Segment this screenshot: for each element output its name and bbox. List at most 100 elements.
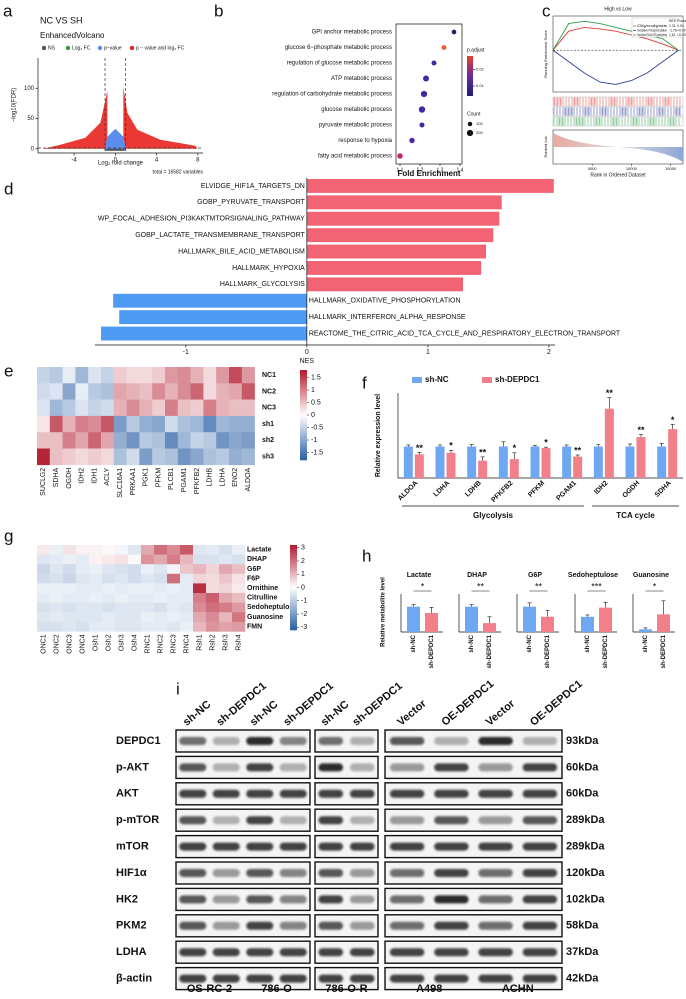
column-label: ALDOA xyxy=(245,467,252,491)
heatmap-cell xyxy=(141,573,155,584)
colorbar-step xyxy=(290,566,297,569)
dot xyxy=(397,153,403,159)
row-label: sh2 xyxy=(262,437,274,444)
blot-band xyxy=(246,737,274,745)
heatmap-cell xyxy=(128,593,142,603)
heatmap-cell xyxy=(193,602,207,613)
colorbar-tick-label: -3 xyxy=(301,624,307,631)
heatmap-cell xyxy=(152,399,166,417)
size-legend-label: 200 xyxy=(476,130,483,135)
x-tick-label: 1.2 xyxy=(417,167,424,173)
blot-frame xyxy=(175,940,311,964)
heatmap-cell xyxy=(177,367,191,384)
plot-frame xyxy=(552,15,684,93)
x-tick-label: 10000 xyxy=(626,166,638,171)
blot-band xyxy=(179,921,207,930)
blot-band xyxy=(478,948,513,957)
dot xyxy=(418,106,426,113)
heatmap-cell xyxy=(232,564,246,575)
blot-band xyxy=(279,842,307,851)
legend-label: sh-DEPDC1 xyxy=(495,375,540,384)
heatmap-cell xyxy=(62,383,76,400)
column-label: Osh1 xyxy=(92,634,99,651)
protein-label: HIF1α xyxy=(116,867,147,879)
colorbar-step xyxy=(300,370,307,373)
bar-label: GOBP_LACTATE_TRANSMEMBRANE_TRANSPORT xyxy=(135,232,305,239)
heatmap-cell xyxy=(203,432,217,449)
x-tick-label: 1 xyxy=(426,349,430,356)
bar xyxy=(657,446,667,478)
heatmap-cell xyxy=(37,432,51,449)
bar xyxy=(113,293,307,308)
colorbar-step xyxy=(300,437,307,441)
heatmap-cell xyxy=(241,415,255,433)
heatmap-cell xyxy=(49,448,63,466)
row-label: NC1 xyxy=(262,372,276,379)
heatmap-cell xyxy=(62,399,76,417)
legend-pvalue: <0.001 xyxy=(677,28,686,32)
bar xyxy=(306,195,502,210)
x-tick-label: sh-DEPDC1 xyxy=(429,634,435,668)
colorbar-step xyxy=(290,627,297,631)
heatmap-cell xyxy=(76,602,90,613)
blot-band xyxy=(434,895,469,904)
bar xyxy=(599,607,612,632)
heatmap-cell xyxy=(37,448,51,466)
colorbar-step xyxy=(300,406,307,409)
blot-band xyxy=(212,869,240,877)
group-label: TCA cycle xyxy=(616,511,655,520)
bar-label: HALLMARK_GLYCOLYSIS xyxy=(220,281,305,288)
heatmap-cell xyxy=(177,383,191,400)
blot-band xyxy=(246,869,274,877)
colorbar-step xyxy=(300,379,307,382)
blot-band xyxy=(212,921,240,930)
heatmap-cell xyxy=(177,448,191,466)
blot-band xyxy=(179,816,207,825)
heatmap-cell xyxy=(62,448,76,466)
heatmap-cell xyxy=(229,399,243,417)
heatmap-cell xyxy=(167,545,181,555)
hit-barcode xyxy=(553,107,681,116)
heatmap-cell xyxy=(63,602,77,613)
column-label: Rsh2 xyxy=(209,634,216,650)
blot-band xyxy=(478,816,513,825)
heatmap-cell xyxy=(101,399,115,417)
size-label: 120kDa xyxy=(566,867,605,879)
cell-line-label: ACHN xyxy=(502,983,534,995)
subplot-title: DHAP xyxy=(467,572,487,579)
blot-band xyxy=(279,737,307,745)
column-label: Rsh4 xyxy=(235,634,242,650)
colorbar-step xyxy=(290,617,297,620)
column-label: PFKFB2 xyxy=(194,468,201,495)
heatmap-cell xyxy=(63,593,77,603)
colorbar-step xyxy=(290,549,297,552)
colorbar-step xyxy=(300,374,307,378)
heatmap-cell xyxy=(167,593,181,603)
blot-band xyxy=(349,948,375,957)
heatmap-cell xyxy=(115,554,129,565)
heatmap-cell xyxy=(102,621,116,632)
heatmap-cell xyxy=(75,367,89,384)
heatmap-cell xyxy=(63,621,77,632)
blot-band xyxy=(434,948,469,957)
blot-band xyxy=(349,842,375,851)
legend-swatch xyxy=(97,45,103,51)
colorbar-step xyxy=(300,385,307,389)
column-label: PGAM1 xyxy=(181,468,188,493)
y-axis-label: Running Enrichment Score xyxy=(543,29,548,78)
heatmap-cell xyxy=(190,367,204,384)
blot-band xyxy=(478,842,513,851)
cell-line-label: OS-RC-2 xyxy=(187,983,232,995)
colorbar-step xyxy=(290,574,297,578)
heatmap-cell xyxy=(89,573,103,584)
colorbar-step xyxy=(290,591,297,595)
heatmap-cell xyxy=(229,415,243,433)
heatmap-cell xyxy=(167,554,181,565)
colorbar-step xyxy=(300,410,307,414)
blot-band xyxy=(389,842,425,851)
heatmap-cell xyxy=(113,448,127,466)
x-tick-label: -4 xyxy=(71,158,77,164)
legend-label: Oxidative Phosphorylation xyxy=(637,28,667,32)
blot-band xyxy=(389,816,425,825)
